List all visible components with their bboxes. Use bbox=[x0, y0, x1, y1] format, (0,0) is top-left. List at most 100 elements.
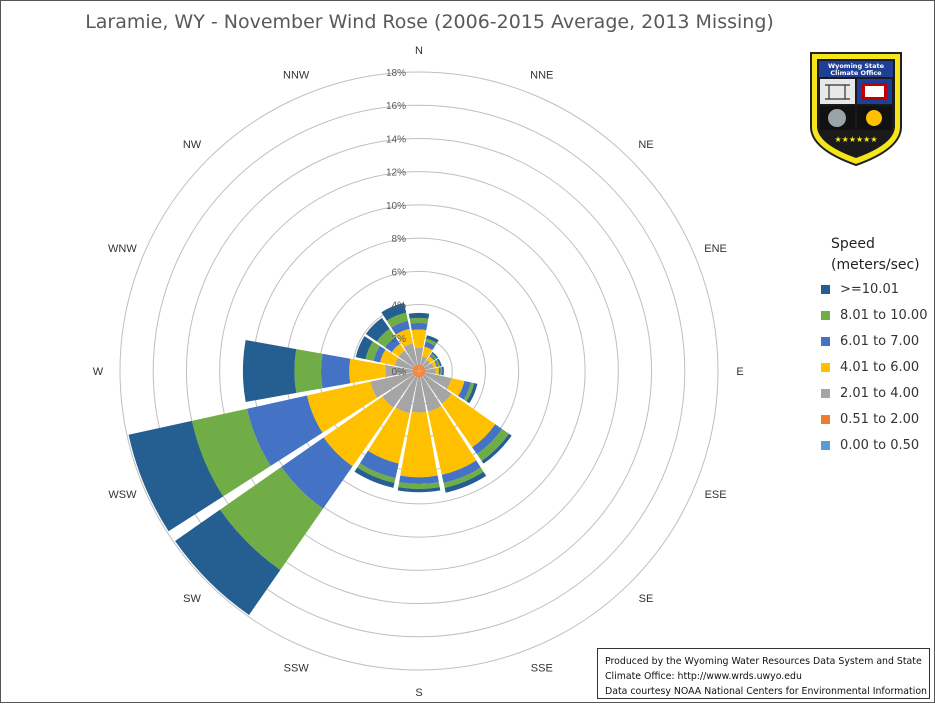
legend-label: 0.00 to 0.50 bbox=[840, 437, 920, 453]
bar-segment-wsw bbox=[247, 395, 323, 466]
bar-segment-nnw bbox=[381, 302, 407, 321]
radial-tick-labels: 2% 4% 6% 8% 10% 12% 14% 16% 18% 0% bbox=[386, 68, 406, 378]
credits-line2: Climate Office: http://www.wrds.uwyo.edu bbox=[605, 671, 802, 682]
bar-segment-sw bbox=[323, 396, 394, 467]
grid-ring bbox=[219, 171, 619, 571]
logo-line1: Wyoming State bbox=[828, 62, 885, 70]
bar-segment-ene bbox=[435, 359, 441, 367]
radial-tick-label: 16% bbox=[386, 101, 406, 112]
bar-segment-nnw bbox=[386, 312, 408, 328]
grid-ring bbox=[185, 137, 653, 605]
bar-segment-wnw bbox=[380, 349, 399, 366]
legend-label: 8.01 to 10.00 bbox=[840, 307, 928, 323]
bar-segment-ne bbox=[422, 360, 430, 368]
legend-item: 2.01 to 4.00 bbox=[821, 380, 931, 406]
radial-tick-label: 6% bbox=[392, 267, 407, 278]
bar-segment-sw bbox=[382, 374, 416, 408]
grid-ring bbox=[152, 104, 686, 638]
credits-box: Produced by the Wyoming Water Resources … bbox=[597, 648, 930, 699]
bar-segment-e bbox=[419, 369, 426, 373]
direction-label-ene: ENE bbox=[704, 243, 727, 255]
legend-item: 0.00 to 0.50 bbox=[821, 432, 931, 458]
legend-item: 8.01 to 10.00 bbox=[821, 302, 931, 328]
credits-line1: Produced by the Wyoming Water Resources … bbox=[605, 656, 922, 667]
bar-segment-nne bbox=[419, 364, 423, 371]
bar-segment-nw bbox=[376, 328, 396, 348]
bar-segment-e bbox=[425, 368, 436, 374]
bar-segment-sw bbox=[281, 437, 353, 509]
direction-label-sw: SW bbox=[183, 593, 201, 605]
bar-segment-s bbox=[411, 377, 427, 413]
bar-segment-nw bbox=[398, 350, 416, 368]
direction-labels: N NNE NE ENE E ESE SE SSE S SSW SW WSW W WNW NW NNW bbox=[93, 45, 744, 699]
bar-segment-ene bbox=[434, 360, 439, 368]
bar-segment-wnw bbox=[394, 357, 414, 370]
bar-segment-wnw bbox=[412, 367, 419, 371]
bar-segment-ene bbox=[431, 361, 437, 368]
radial-tick-label: 2% bbox=[392, 334, 407, 345]
legend-item: 6.01 to 7.00 bbox=[821, 328, 931, 354]
bar-segment-wnw bbox=[373, 345, 386, 363]
bar-segment-s bbox=[398, 482, 440, 489]
bar-segment-w bbox=[242, 340, 297, 402]
direction-label-n: N bbox=[415, 45, 423, 57]
direction-label-sse: SSE bbox=[531, 663, 553, 675]
radial-tick-label: 4% bbox=[392, 301, 407, 312]
bar-segment-ene bbox=[424, 362, 434, 370]
bar-segment-w bbox=[320, 353, 351, 389]
bar-segment-w bbox=[294, 349, 323, 393]
bar-segment-ssw bbox=[357, 463, 396, 483]
wind-bars bbox=[128, 302, 512, 615]
bar-segment-wsw bbox=[128, 420, 224, 532]
bar-segment-sse bbox=[444, 471, 487, 493]
credits-line3: Data courtesy NOAA National Centers for … bbox=[605, 686, 927, 697]
bar-segment-n bbox=[409, 317, 429, 324]
direction-label-ne: NE bbox=[638, 139, 653, 151]
legend-title: Speed (meters/sec) bbox=[831, 236, 920, 273]
legend-label: 4.01 to 6.00 bbox=[840, 359, 920, 375]
bar-segment-s bbox=[417, 371, 421, 378]
bar-segment-s bbox=[399, 475, 439, 484]
direction-label-wsw: WSW bbox=[108, 489, 137, 501]
bar-segment-nnw bbox=[395, 328, 413, 348]
legend-swatch bbox=[821, 310, 830, 320]
radial-tick-label: 12% bbox=[386, 168, 406, 179]
bar-segment-ese bbox=[466, 383, 478, 404]
bar-segment-e bbox=[441, 366, 444, 376]
bar-segment-ese bbox=[446, 378, 465, 397]
bar-segment-wsw bbox=[370, 372, 414, 398]
bar-segment-wsw bbox=[307, 381, 378, 433]
direction-label-nnw: NNW bbox=[283, 69, 310, 81]
bar-segment-s bbox=[397, 487, 441, 493]
bar-segment-nw bbox=[413, 365, 419, 371]
legend-swatch bbox=[821, 414, 830, 424]
bar-segment-n bbox=[410, 322, 428, 331]
bar-segment-sse bbox=[441, 460, 481, 483]
bar-segment-nw bbox=[384, 336, 400, 352]
direction-label-wnw: WNW bbox=[108, 243, 137, 255]
bar-segment-se bbox=[441, 393, 496, 448]
bar-segment-ssw bbox=[354, 467, 395, 488]
legend-swatch bbox=[821, 388, 830, 398]
bar-segment-nw bbox=[391, 343, 405, 357]
bar-segment-ene bbox=[419, 367, 426, 371]
bar-segment-n bbox=[411, 329, 427, 349]
legend-items: >=10.01 8.01 to 10.00 6.01 to 7.00 4.01 to … bbox=[821, 276, 931, 458]
bar-segment-nne bbox=[422, 346, 433, 359]
bar-segment-se bbox=[481, 433, 512, 464]
chart-title: Laramie, WY - November Wind Rose (2006-2… bbox=[85, 11, 774, 33]
direction-label-se: SE bbox=[639, 593, 654, 605]
direction-label-nw: NW bbox=[183, 139, 202, 151]
bar-segment-ne bbox=[430, 353, 437, 360]
legend-item: >=10.01 bbox=[821, 276, 931, 302]
direction-label-e: E bbox=[736, 366, 743, 378]
bar-segment-nnw bbox=[391, 320, 410, 335]
legend-swatch bbox=[821, 336, 830, 346]
bar-segment-ssw bbox=[415, 371, 419, 378]
radial-tick-label: 10% bbox=[386, 201, 406, 212]
legend-label: 6.01 to 7.00 bbox=[840, 333, 920, 349]
legend-swatch bbox=[821, 362, 830, 372]
bar-segment-s bbox=[400, 411, 438, 478]
